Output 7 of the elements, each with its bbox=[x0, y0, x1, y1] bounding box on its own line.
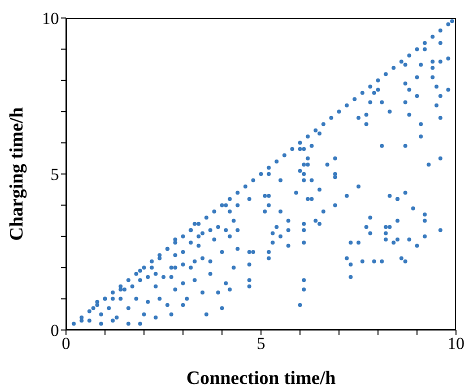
x-tick-label: 5 bbox=[256, 334, 266, 354]
x-tick-label: 10 bbox=[448, 334, 464, 354]
x-axis-title: Connection time/h bbox=[186, 368, 336, 389]
y-tick-label: 10 bbox=[42, 9, 59, 28]
y-tick-label: 0 bbox=[50, 321, 59, 340]
y-tick-label: 5 bbox=[50, 165, 59, 184]
y-axis-title: Charging time/h bbox=[6, 106, 28, 241]
